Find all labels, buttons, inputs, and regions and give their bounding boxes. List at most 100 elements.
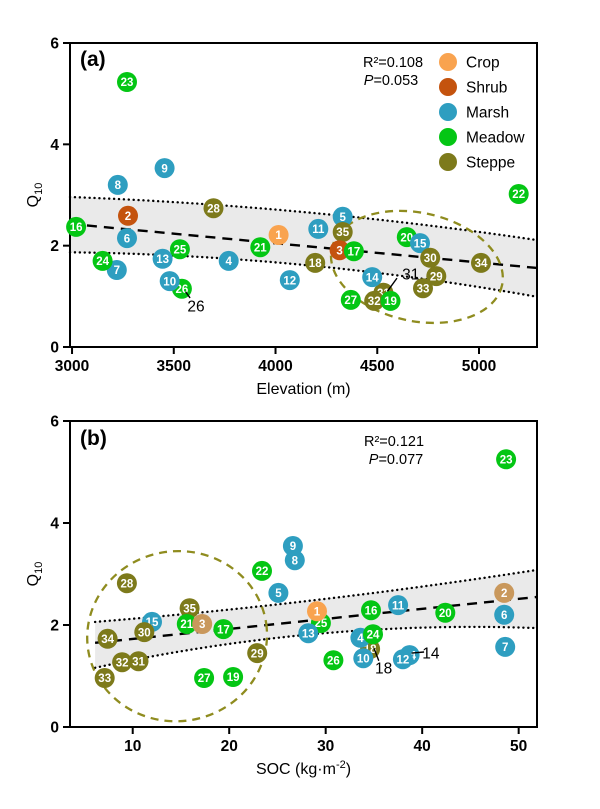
y-tick-label: 0 — [50, 720, 59, 737]
callout-line — [373, 647, 380, 661]
point-24: 24 — [92, 250, 113, 271]
point-number: 20 — [400, 232, 413, 244]
steppe-point-circle — [364, 290, 385, 311]
plot-frame — [69, 42, 538, 348]
point-number: 13 — [302, 628, 315, 640]
point-22: 22 — [508, 184, 529, 204]
point-number: 11 — [392, 600, 405, 612]
legend: Crop Shrub Marsh Meadow Steppe — [439, 53, 525, 172]
point-23: 23 — [496, 449, 517, 470]
point-32: 32 — [112, 652, 133, 673]
marsh-point-circle — [494, 604, 515, 625]
point-number: 25 — [174, 244, 187, 256]
marsh-point-circle — [218, 250, 239, 271]
point-number: 10 — [163, 276, 176, 288]
x-tick-label: 3500 — [157, 358, 191, 375]
steppe-point-circle — [413, 278, 433, 299]
point-number: 1 — [275, 230, 282, 242]
marsh-point-circle — [353, 648, 374, 669]
legend-swatch — [439, 53, 457, 71]
confidence-band — [70, 197, 537, 297]
legend-item-meadow: Meadow — [439, 128, 525, 147]
steppe-point-circle — [471, 252, 491, 273]
point-number: 23 — [121, 77, 134, 89]
point-number: 2 — [125, 211, 131, 223]
point-number: 17 — [217, 624, 230, 636]
steppe-point-circle — [420, 247, 441, 268]
legend-label: Meadow — [466, 130, 525, 147]
point-number: 7 — [502, 642, 508, 654]
meadow-point-circle — [117, 72, 137, 92]
point-3: 3 — [329, 240, 350, 261]
crop-point-circle — [268, 225, 289, 245]
r-squared-text: R²=0.121 — [364, 434, 424, 450]
marsh-point-circle — [117, 228, 137, 249]
point-16: 16 — [66, 216, 87, 237]
point-number: 21 — [180, 619, 193, 631]
marsh-point-circle — [106, 260, 127, 280]
y-tick-label: 2 — [50, 238, 59, 255]
marsh-point-circle — [308, 218, 329, 239]
point-number: 33 — [417, 283, 430, 295]
meadow-point-circle — [343, 241, 364, 262]
point-number: 7 — [114, 265, 120, 277]
marsh-point-circle — [410, 233, 430, 254]
crop-point-circle — [307, 601, 327, 622]
meadow-point-circle — [361, 600, 381, 621]
point-number: 29 — [430, 271, 443, 283]
x-tick-label: 50 — [510, 738, 527, 755]
marsh-point-circle — [332, 206, 353, 227]
callout-label: 26 — [187, 299, 204, 316]
meadow-point-circle — [194, 668, 215, 688]
point-number: 1 — [314, 606, 321, 618]
point-number: 23 — [500, 455, 513, 467]
steppe-point-circle — [128, 651, 149, 672]
legend-item-marsh: Marsh — [439, 103, 509, 122]
y-tick-label: 4 — [50, 516, 59, 533]
x-tick-label: 40 — [414, 738, 431, 755]
point-number: 4 — [225, 256, 232, 268]
point-34: 34 — [471, 252, 491, 273]
point-number: 29 — [251, 648, 264, 660]
point-number: 6 — [501, 610, 507, 622]
point-7: 7 — [495, 636, 516, 657]
point-number: 25 — [315, 618, 328, 630]
steppe-point-circle — [203, 198, 224, 219]
point-9: 9 — [154, 158, 175, 179]
x-axis-title: SOC (kg·m-2) — [256, 759, 351, 778]
point-21: 21 — [250, 237, 271, 258]
point-11: 11 — [308, 218, 329, 239]
y-axis-title: Q10 — [25, 562, 45, 587]
legend-swatch — [439, 128, 457, 146]
y-tick-label: 0 — [50, 340, 59, 357]
shrub-point-circle — [329, 240, 350, 261]
plot-frame — [69, 420, 538, 728]
point-number: 30 — [424, 253, 437, 265]
point-number: 8 — [292, 555, 299, 567]
point-21: 21 — [176, 614, 197, 634]
steppe-point-circle — [247, 643, 268, 664]
steppe-point-circle — [179, 598, 200, 619]
point-12: 12 — [392, 649, 413, 670]
meadow-point-circle — [213, 619, 234, 640]
marsh-point-circle — [392, 649, 413, 670]
legend-item-shrub: Shrub — [439, 78, 507, 97]
point-number: 12 — [283, 275, 296, 287]
panel-letter: (b) — [80, 427, 107, 450]
point-number: 26 — [176, 284, 189, 296]
point-number: 31 — [132, 656, 145, 668]
point-11: 11 — [388, 595, 409, 616]
meadow-point-circle — [169, 239, 190, 260]
steppe-cluster-ellipse — [86, 549, 269, 723]
steppe-point-circle — [134, 622, 155, 643]
point-1: 1 — [307, 601, 327, 622]
point-27: 27 — [194, 668, 215, 688]
point-28: 28 — [116, 573, 137, 594]
x-tick-label: 10 — [124, 738, 141, 755]
callout-label: 31 — [402, 267, 419, 284]
point-number: 19 — [384, 296, 397, 308]
point-29: 29 — [426, 266, 447, 287]
point-number: 6 — [124, 233, 130, 245]
